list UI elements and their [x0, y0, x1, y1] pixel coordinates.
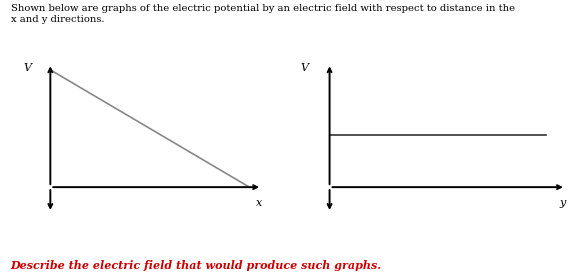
Text: Describe the electric field that would produce such graphs.: Describe the electric field that would p… [11, 260, 381, 271]
Text: V: V [23, 63, 32, 73]
Text: V: V [300, 63, 308, 73]
Text: Shown below are graphs of the electric potential by an electric field with respe: Shown below are graphs of the electric p… [11, 4, 515, 24]
Text: x: x [256, 198, 263, 208]
Text: y: y [560, 198, 566, 208]
